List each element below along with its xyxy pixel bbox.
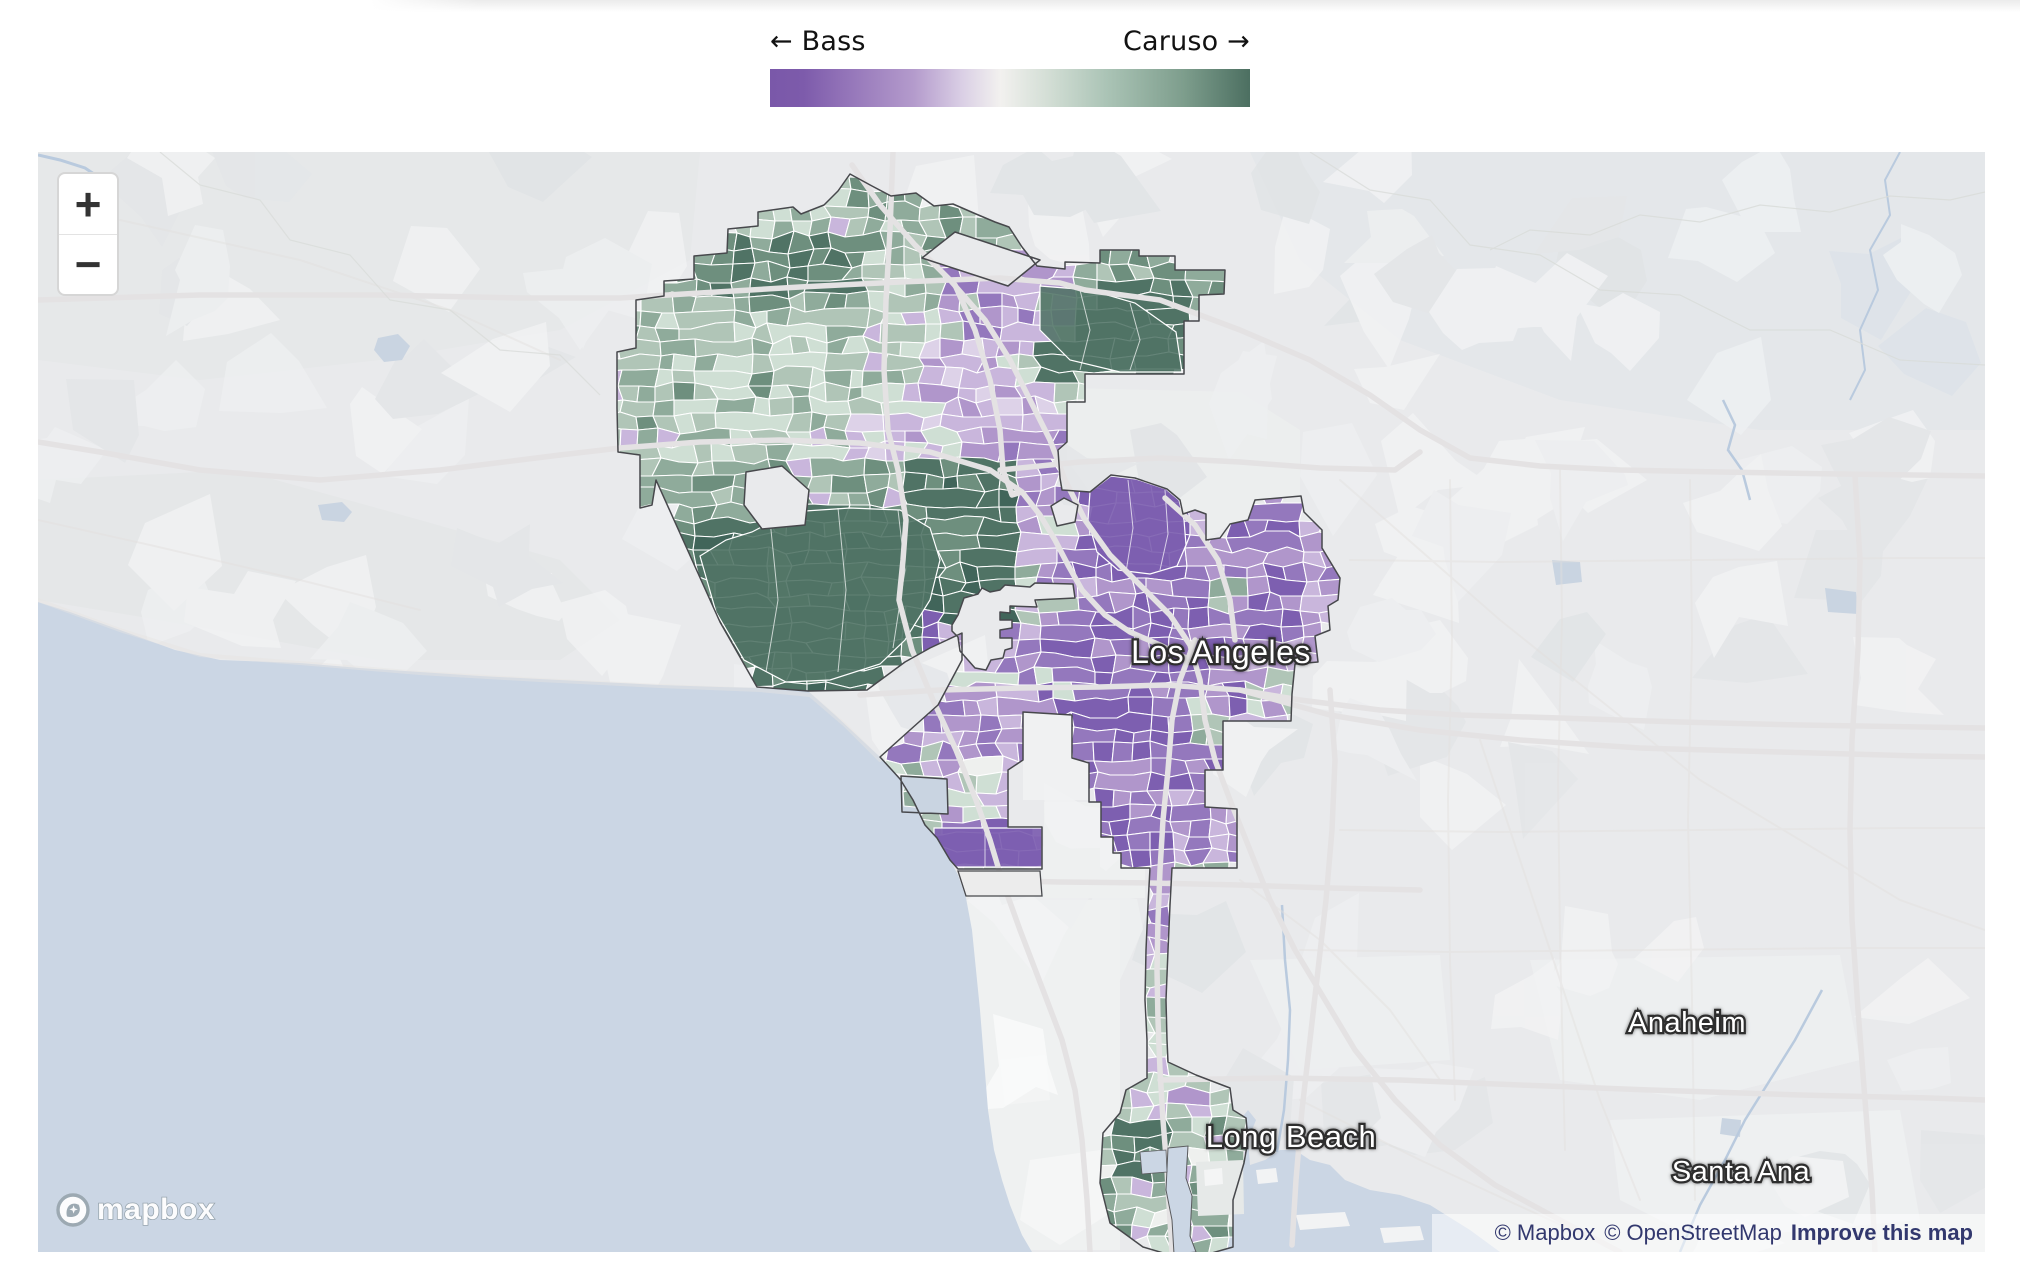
water <box>38 152 1901 1252</box>
mapbox-logo-text: mapbox <box>96 1192 216 1227</box>
large-precincts <box>699 285 1187 868</box>
legend-label-caruso: Caruso → <box>1122 26 1250 57</box>
san-pedro-bay <box>1148 1110 1500 1252</box>
zoom-out-button[interactable]: − <box>74 238 102 291</box>
ocean <box>38 602 1032 1252</box>
attribution-bar: © Mapbox © OpenStreetMap Improve this ma… <box>1432 1214 1985 1252</box>
roads-minor <box>38 219 1985 1252</box>
mapbox-logo-icon <box>56 1193 90 1227</box>
city-label-anaheim: Anaheim <box>1628 1007 1746 1039</box>
harbor-channels <box>1139 1145 1244 1252</box>
legend: ← Bass Caruso → <box>770 26 1250 107</box>
attribution-osm-link[interactable]: © OpenStreetMap <box>1604 1220 1782 1245</box>
legend-gradient-bar <box>770 69 1250 107</box>
mapbox-logo[interactable]: mapbox <box>55 1192 215 1228</box>
top-strip <box>370 0 2020 12</box>
zoom-control: + − <box>57 172 119 296</box>
lax-area <box>957 870 1043 897</box>
roads-freeways <box>38 152 1985 1252</box>
city-label-los-angeles: Los Angeles <box>1131 634 1311 670</box>
attribution-improve-link[interactable]: Improve this map <box>1790 1220 1973 1245</box>
basemap: Los Angeles Long Beach Anaheim Santa Ana <box>38 152 1985 1252</box>
attribution-mapbox-link[interactable]: © Mapbox <box>1494 1220 1596 1245</box>
land-parcels <box>38 152 1985 1252</box>
zoom-in-button[interactable]: + <box>59 174 117 235</box>
city-boundary <box>616 173 1341 1252</box>
admin-lines <box>159 152 1985 396</box>
city-label-santa-ana: Santa Ana <box>1672 1156 1811 1188</box>
city-label-long-beach: Long Beach <box>1206 1119 1376 1154</box>
legend-label-bass: ← Bass <box>770 26 866 57</box>
